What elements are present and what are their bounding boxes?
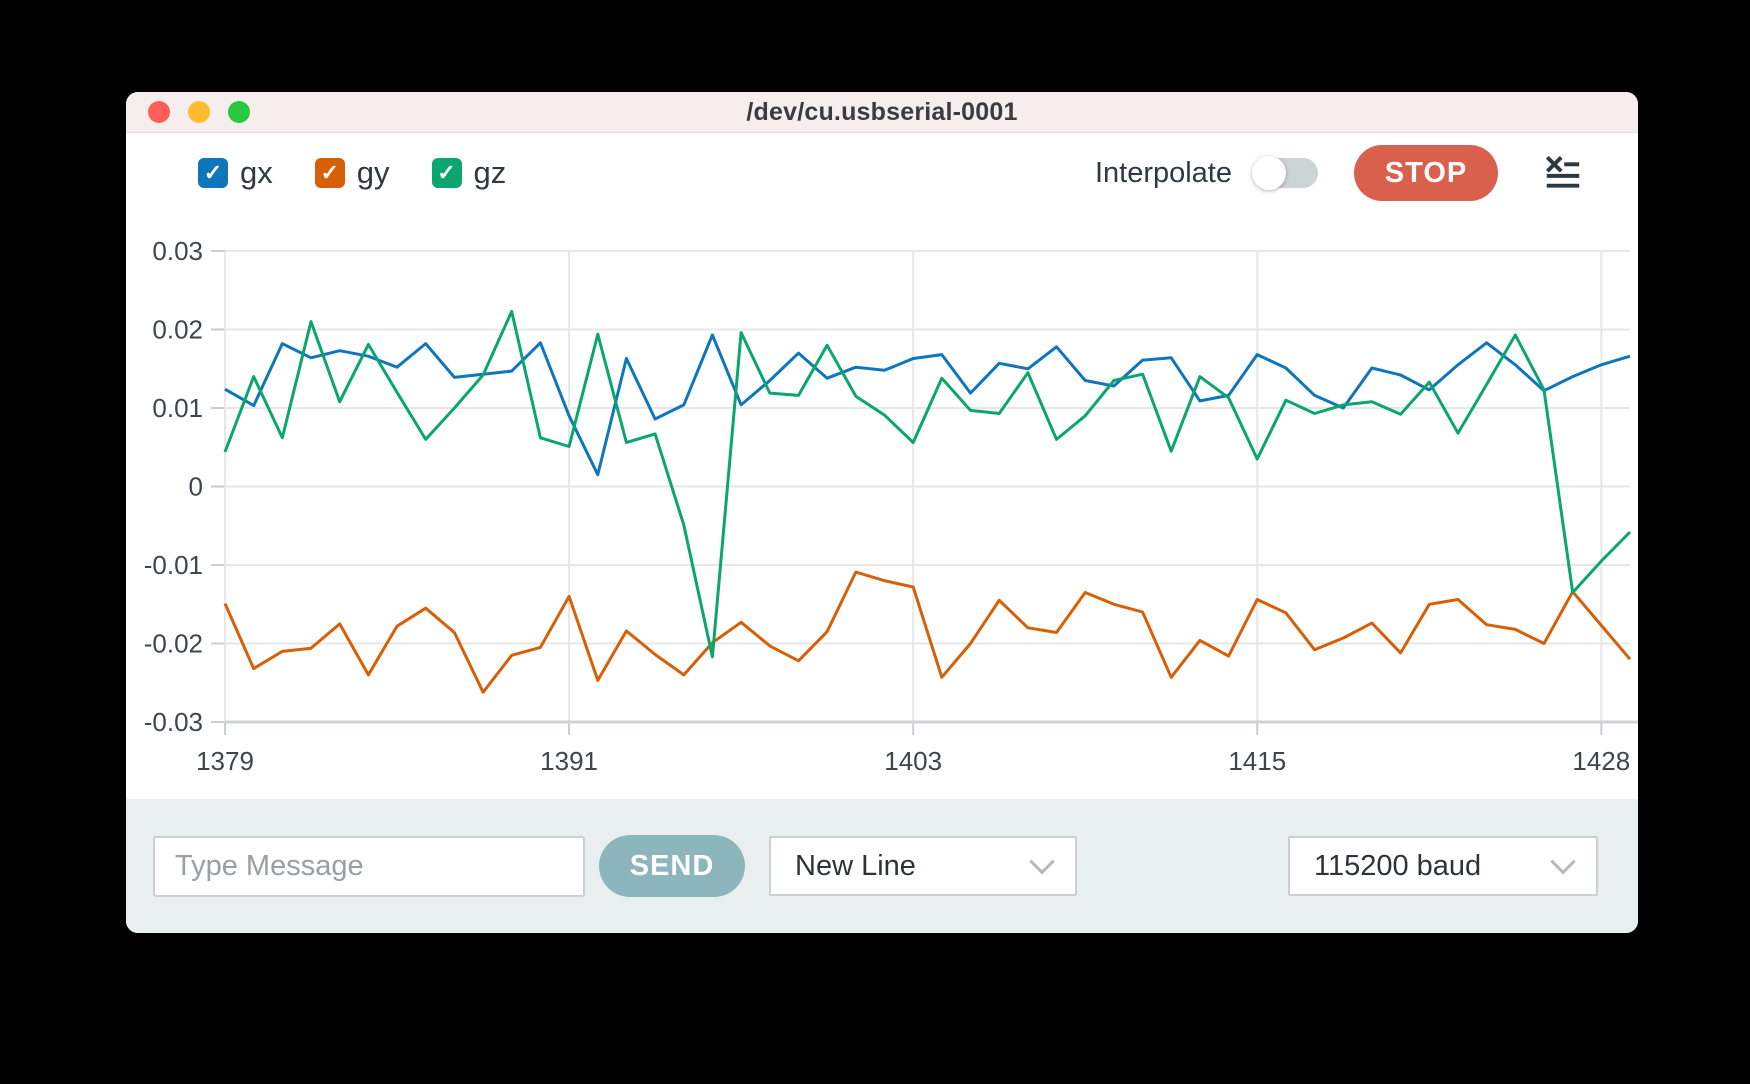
close-window-icon[interactable] <box>148 101 170 123</box>
line-ending-select[interactable]: New Line <box>769 836 1077 896</box>
x-tick-label: 1403 <box>884 746 942 776</box>
minimize-window-icon[interactable] <box>188 101 210 123</box>
gy-label: gy <box>356 155 390 190</box>
y-tick-label: 0.02 <box>152 315 203 345</box>
clear-log-icon[interactable] <box>1544 154 1582 192</box>
window-title: /dev/cu.usbserial-0001 <box>746 97 1018 126</box>
series-legend: ✓ gx ✓ gy ✓ gz <box>198 155 506 191</box>
x-tick-label: 1379 <box>196 746 254 776</box>
app-window: /dev/cu.usbserial-0001 ✓ gx ✓ gy ✓ gz In… <box>126 92 1638 933</box>
send-button[interactable]: SEND <box>599 835 745 897</box>
chevron-down-icon <box>1550 849 1576 875</box>
y-tick-label: -0.03 <box>144 707 203 737</box>
zoom-window-icon[interactable] <box>228 101 250 123</box>
toggle-knob <box>1252 156 1286 190</box>
traffic-lights <box>148 101 250 123</box>
baud-rate-select[interactable]: 115200 baud <box>1288 836 1598 896</box>
legend-item-gy[interactable]: ✓ gy <box>314 155 390 191</box>
message-input[interactable] <box>153 836 585 897</box>
baud-rate-value: 115200 baud <box>1314 849 1482 882</box>
y-tick-label: -0.01 <box>144 550 203 580</box>
x-tick-label: 1415 <box>1228 746 1286 776</box>
y-tick-label: -0.02 <box>144 629 203 659</box>
series-gy <box>223 570 1632 694</box>
series-gx <box>224 333 1631 477</box>
title-bar: /dev/cu.usbserial-0001 <box>126 92 1638 133</box>
line-ending-value: New Line <box>795 849 916 882</box>
chevron-down-icon <box>1029 849 1055 875</box>
series-gz <box>223 309 1632 659</box>
line-chart: 0.03 0.02 0.01 0 -0.01 -0.02 -0.03 1379 1391 1403… <box>144 236 1638 776</box>
y-tick-label: 0.01 <box>152 393 203 423</box>
interpolate-label: Interpolate <box>1094 156 1232 189</box>
serial-console-bar: SEND New Line 115200 baud <box>126 799 1638 933</box>
interpolate-toggle[interactable] <box>1252 156 1318 190</box>
gx-label: gx <box>240 155 273 190</box>
gy-checkbox[interactable]: ✓ <box>314 158 345 188</box>
gx-checkbox[interactable]: ✓ <box>198 158 228 188</box>
x-tick-label: 1428 <box>1572 746 1630 776</box>
legend-item-gz[interactable]: ✓ gz <box>431 155 507 191</box>
legend-item-gx[interactable]: ✓ gx <box>198 155 273 191</box>
stop-button[interactable]: STOP <box>1354 145 1498 201</box>
toolbar: ✓ gx ✓ gy ✓ gz Interpolate STOP <box>126 140 1638 206</box>
gz-checkbox[interactable]: ✓ <box>431 158 462 188</box>
y-tick-label: 0 <box>189 472 203 502</box>
x-tick-label: 1391 <box>540 746 598 776</box>
y-tick-label: 0.03 <box>152 236 203 266</box>
gz-label: gz <box>473 155 507 190</box>
